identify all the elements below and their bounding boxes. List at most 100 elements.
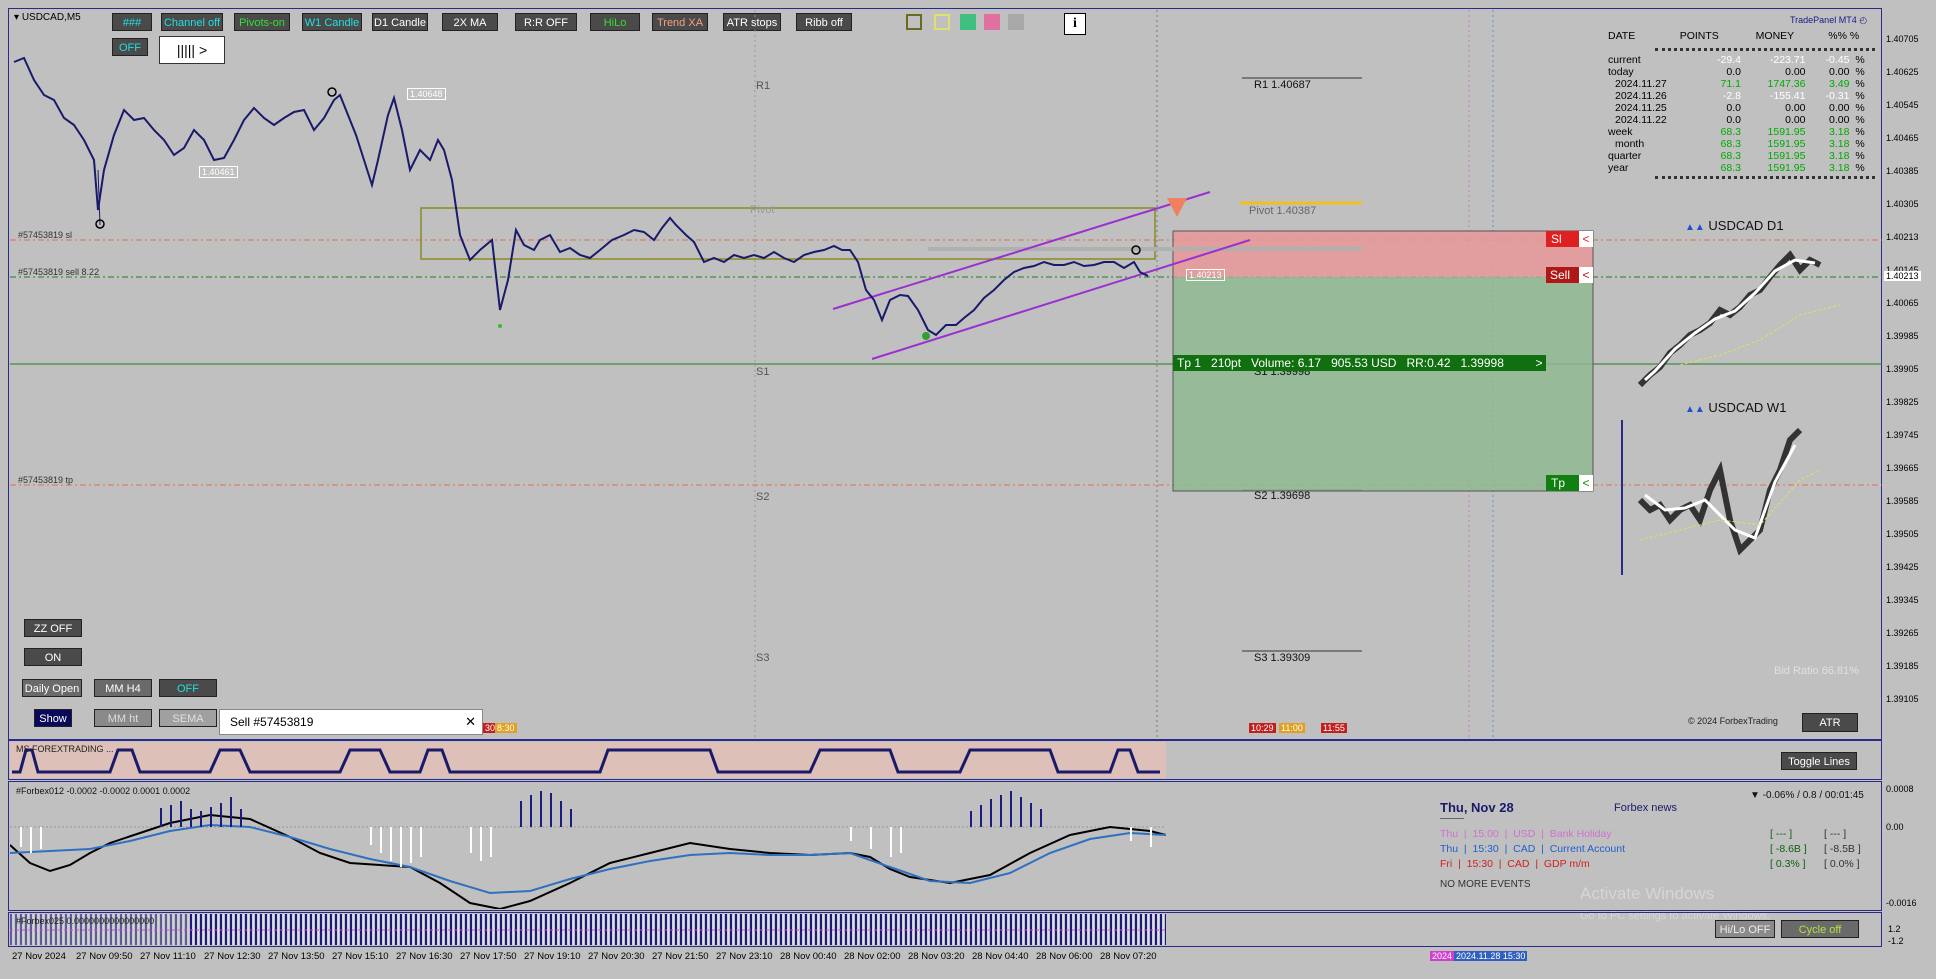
show-button[interactable]: Show <box>34 709 72 727</box>
time-axis-tick: 27 Nov 13:50 <box>268 951 325 962</box>
stats-pct-sign: % <box>1855 126 1865 138</box>
stats-divider-bottom <box>1655 176 1875 179</box>
price-axis-tick: 1.40625 <box>1886 67 1919 77</box>
slider-control[interactable]: ||||| > <box>159 36 225 64</box>
toolbar-button-r-r-off[interactable]: R:R OFF <box>515 13 577 31</box>
r1-label: R1 1.40687 <box>1254 79 1311 91</box>
stats-pct: 3.18 <box>1828 138 1850 150</box>
time-tag-year: 2024 <box>1430 951 1455 961</box>
stats-money: 0.00 <box>1785 66 1806 78</box>
stats-label: today <box>1608 66 1634 78</box>
toolbar-button-pivots-on[interactable]: Pivots-on <box>234 13 290 31</box>
toolbar-button-trend-xa[interactable]: Trend XA <box>652 13 708 31</box>
stats-header-pct: %% % <box>1828 30 1860 42</box>
stats-pct: 3.18 <box>1828 162 1850 174</box>
stats-points: 68.3 <box>1720 150 1741 162</box>
indicator-1-panel[interactable] <box>8 740 1882 780</box>
s2-label: S2 1.39698 <box>1254 490 1311 502</box>
toolbar-button-w1-candle[interactable]: W1 Candle <box>302 13 362 31</box>
swatch-yellow[interactable] <box>934 14 950 30</box>
indicator-1-label: MS FOREXTRADING ... <box>16 744 114 754</box>
news-summary: ▼ -0.06% / 0.8 / 00:01:45 <box>1750 790 1864 801</box>
time-axis-tick: 28 Nov 06:00 <box>1036 951 1093 962</box>
off-button[interactable]: OFF <box>112 38 148 56</box>
toolbar-button-channel-off[interactable]: Channel off <box>161 13 223 31</box>
time-axis-tick: 27 Nov 09:50 <box>76 951 133 962</box>
price-axis-tick: 1.39665 <box>1886 463 1919 473</box>
main-chart-area[interactable] <box>8 8 1882 740</box>
price-axis-tick: 1.39105 <box>1886 694 1919 704</box>
stats-header-date: DATE <box>1608 30 1636 42</box>
stats-money: 1591.95 <box>1767 138 1806 150</box>
news-event-row[interactable]: Fri | 15:30 | CAD | GDP m/m [ 0.3% ] [ 0.0… <box>1440 858 1860 873</box>
news-event-row[interactable]: Thu | 15:30 | CAD | Current Account [ -8.… <box>1440 843 1861 858</box>
hilo-off-button[interactable]: Hi/Lo OFF <box>1715 920 1775 938</box>
cycle-off-button[interactable]: Cycle off <box>1781 920 1859 938</box>
indicator-3-panel[interactable] <box>8 912 1882 947</box>
price-axis-tick: 1.40305 <box>1886 199 1919 209</box>
daily-open-button[interactable]: Daily Open <box>22 679 82 697</box>
news-event-forecast: [ -8.6B ] <box>1770 843 1807 855</box>
toolbar-button-ribb-off[interactable]: Ribb off <box>796 13 852 31</box>
news-event-previous: [ --- ] <box>1824 828 1847 840</box>
stats-money: -223.71 <box>1769 54 1806 66</box>
toolbar-button-d1-candle[interactable]: D1 Candle <box>372 13 428 31</box>
news-event-previous: [ 0.0% ] <box>1824 858 1860 870</box>
chevron-left-icon: < <box>1579 231 1593 247</box>
low-price-tag: 1.40461 <box>199 166 238 178</box>
trade-expand-arrow[interactable]: > <box>1532 355 1546 371</box>
time-axis-tick: 27 Nov 11:10 <box>140 951 196 962</box>
stats-money: -155.41 <box>1769 90 1806 102</box>
price-axis-tick: 1.40065 <box>1886 298 1919 308</box>
swatch-pink[interactable] <box>984 14 1000 30</box>
mm-h4-button[interactable]: MM H4 <box>94 679 152 697</box>
swatch-lightgray[interactable] <box>1008 14 1024 30</box>
stats-row: current -29.4 -223.71 -0.45% <box>1605 54 1875 66</box>
off-toggle-button[interactable]: OFF <box>159 679 217 697</box>
news-date: Thu, Nov 28 <box>1440 800 1514 815</box>
dropdown-triangle-icon[interactable]: ▾ <box>14 12 20 23</box>
price-chart[interactable] <box>8 8 1882 740</box>
price-axis-tick: 1.40465 <box>1886 133 1919 143</box>
on-button[interactable]: ON <box>24 648 82 666</box>
news-event-row[interactable]: Thu | 15:00 | USD | Bank Holiday [ --- ] [… <box>1440 828 1860 843</box>
indicator-2-axis-mid: 0.00 <box>1886 822 1904 832</box>
session-tag: 11:00 <box>1279 723 1305 733</box>
stats-pct: 3.18 <box>1828 126 1850 138</box>
zz-off-button[interactable]: ZZ OFF <box>24 619 82 637</box>
chart-symbol-label: ▾ USDCAD,M5 <box>14 12 81 23</box>
stats-header-money: MONEY <box>1755 30 1795 42</box>
toolbar-button-hilo[interactable]: HiLo <box>590 13 640 31</box>
stats-points: -2.8 <box>1722 90 1741 102</box>
price-axis-tick: 1.40705 <box>1886 34 1919 44</box>
s3-label: S3 1.39309 <box>1254 652 1311 664</box>
close-icon[interactable]: ✕ <box>465 714 476 729</box>
sell-order-popup[interactable]: Sell #57453819 ✕ <box>219 709 483 735</box>
stats-pct-sign: % <box>1855 114 1865 126</box>
news-event-forecast: [ 0.3% ] <box>1770 858 1806 870</box>
stats-pct-sign: % <box>1855 138 1865 150</box>
atr-button[interactable]: ATR <box>1802 713 1858 732</box>
stats-points: 71.1 <box>1720 78 1741 90</box>
trade-info-bar[interactable]: Tp 1 210pt Volume: 6.17 905.53 USD RR:0.… <box>1173 355 1543 371</box>
time-axis-tick: 27 Nov 19:10 <box>524 951 581 962</box>
swatch-green[interactable] <box>960 14 976 30</box>
swatch-gray[interactable] <box>906 14 922 30</box>
stats-money: 1591.95 <box>1767 126 1806 138</box>
stats-pct-sign: % <box>1855 150 1865 162</box>
stats-points: 0.0 <box>1726 114 1741 126</box>
toolbar-button-2x-ma[interactable]: 2X MA <box>442 13 498 31</box>
windows-watermark-sub: Go to PC settings to activate Windows. <box>1580 910 1771 922</box>
tp-button[interactable]: Tp < <box>1546 475 1593 491</box>
indicator-2-panel[interactable] <box>8 781 1882 911</box>
toolbar-button-atr-stops[interactable]: ATR stops <box>723 13 781 31</box>
info-button[interactable]: i <box>1064 13 1086 35</box>
high-price-tag: 1.40648 <box>407 88 446 100</box>
toolbar-button-[interactable]: ### <box>112 13 152 31</box>
sema-button[interactable]: SEMA <box>159 709 217 727</box>
sell-button[interactable]: Sell < <box>1546 267 1593 283</box>
mm-ht-button[interactable]: MM ht <box>94 709 152 727</box>
sl-button[interactable]: Sl < <box>1546 231 1593 247</box>
toggle-lines-button[interactable]: Toggle Lines <box>1781 752 1857 770</box>
time-axis-tick: 27 Nov 21:50 <box>652 951 709 962</box>
